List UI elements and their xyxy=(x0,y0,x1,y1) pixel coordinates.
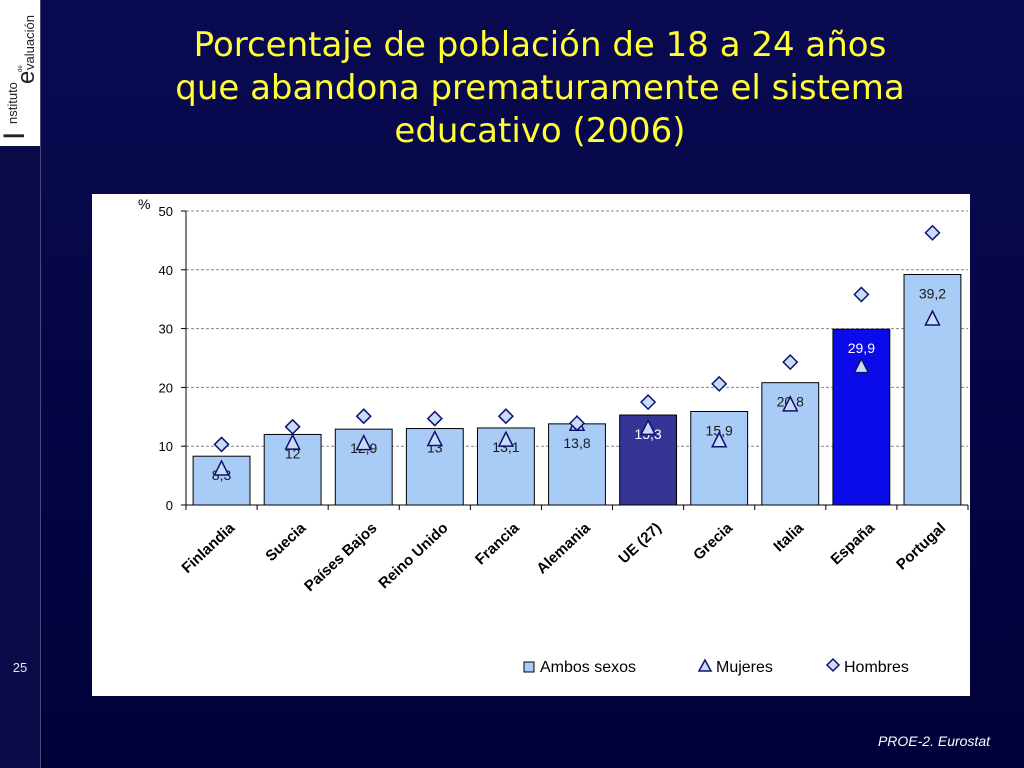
bar-value-label: 29,9 xyxy=(848,340,875,356)
y-tick-label: 10 xyxy=(159,439,173,454)
x-category-label: Suecia xyxy=(262,519,309,565)
y-tick-label: 50 xyxy=(159,204,173,219)
men-marker xyxy=(568,415,586,432)
logo-initial-i: I xyxy=(0,132,31,140)
bar-7 xyxy=(690,411,749,506)
page-number: 25 xyxy=(12,660,28,675)
men-marker xyxy=(640,394,657,411)
legend-label-ambos: Ambos sexos xyxy=(540,659,636,676)
bar-value-label: 13,8 xyxy=(563,435,590,451)
x-category-label: UE (27) xyxy=(615,519,664,567)
logo-text-small: de xyxy=(18,65,24,72)
men-marker xyxy=(924,224,941,241)
institute-logo: I nstituto de e valuación xyxy=(0,0,40,146)
bar-5 xyxy=(548,423,606,506)
y-axis-label: % xyxy=(138,196,150,212)
title-line-3: educativo (2006) xyxy=(394,111,686,151)
bar-2 xyxy=(334,428,393,506)
y-tick-label: 20 xyxy=(159,380,173,395)
women-marker xyxy=(639,418,657,436)
legend-swatch-hombres xyxy=(825,657,841,673)
y-tick-label: 30 xyxy=(159,322,173,337)
women-marker xyxy=(284,433,301,450)
bar-value-label: 13,1 xyxy=(492,439,519,455)
women-marker xyxy=(782,395,799,412)
logo-text-line2: valuación xyxy=(22,15,37,70)
logo-initial-e: e xyxy=(13,71,40,84)
slide-title: Porcentaje de población de 18 a 24 años … xyxy=(110,24,970,153)
women-marker xyxy=(355,433,372,451)
legend: Ambos sexos Mujeres Hombres xyxy=(523,657,909,676)
men-marker xyxy=(497,408,514,425)
legend-swatch-ambos xyxy=(523,661,535,673)
men-marker xyxy=(355,408,372,425)
men-marker xyxy=(426,410,443,427)
bar-value-label: 15,9 xyxy=(706,423,733,439)
x-category-label: Reino Unido xyxy=(375,519,451,592)
sidebar: I nstituto de e valuación 25 xyxy=(0,0,41,768)
x-category-label: Grecia xyxy=(690,519,736,564)
men-marker xyxy=(782,354,799,371)
x-category-label: Francia xyxy=(472,519,523,568)
x-category-label: Portugal xyxy=(893,519,949,573)
men-marker xyxy=(213,436,230,453)
x-category-label: España xyxy=(827,519,878,568)
chart-area: 01020304050%8,31212,91313,113,815,315,92… xyxy=(92,194,970,696)
legend-label-mujeres: Mujeres xyxy=(716,659,773,676)
men-marker xyxy=(711,375,728,392)
y-tick-label: 40 xyxy=(159,263,173,278)
legend-swatch-mujeres xyxy=(697,658,713,672)
bar-10 xyxy=(903,274,962,506)
title-line-1: Porcentaje de población de 18 a 24 años xyxy=(193,25,887,65)
legend-label-hombres: Hombres xyxy=(844,659,909,676)
bar-chart: 01020304050%8,31212,91313,113,815,315,92… xyxy=(138,196,969,676)
y-tick-label: 0 xyxy=(166,498,173,513)
bar-value-label: 39,2 xyxy=(919,286,946,302)
women-marker xyxy=(213,459,230,476)
women-marker xyxy=(497,430,515,447)
title-line-2: que abandona prematuramente el sistema xyxy=(175,68,905,108)
women-marker xyxy=(924,309,941,326)
x-category-label: Italia xyxy=(770,519,807,555)
x-category-label: Alemania xyxy=(533,519,594,577)
men-marker xyxy=(853,286,870,303)
women-marker xyxy=(426,429,444,447)
x-category-label: Países Bajos xyxy=(301,519,380,595)
women-marker xyxy=(853,356,870,374)
source-note: PROE-2. Eurostat xyxy=(877,733,990,749)
x-category-label: Finlandia xyxy=(179,519,239,577)
men-marker xyxy=(284,418,301,435)
logo-text-line1: nstituto xyxy=(5,82,20,124)
women-marker xyxy=(710,431,728,448)
